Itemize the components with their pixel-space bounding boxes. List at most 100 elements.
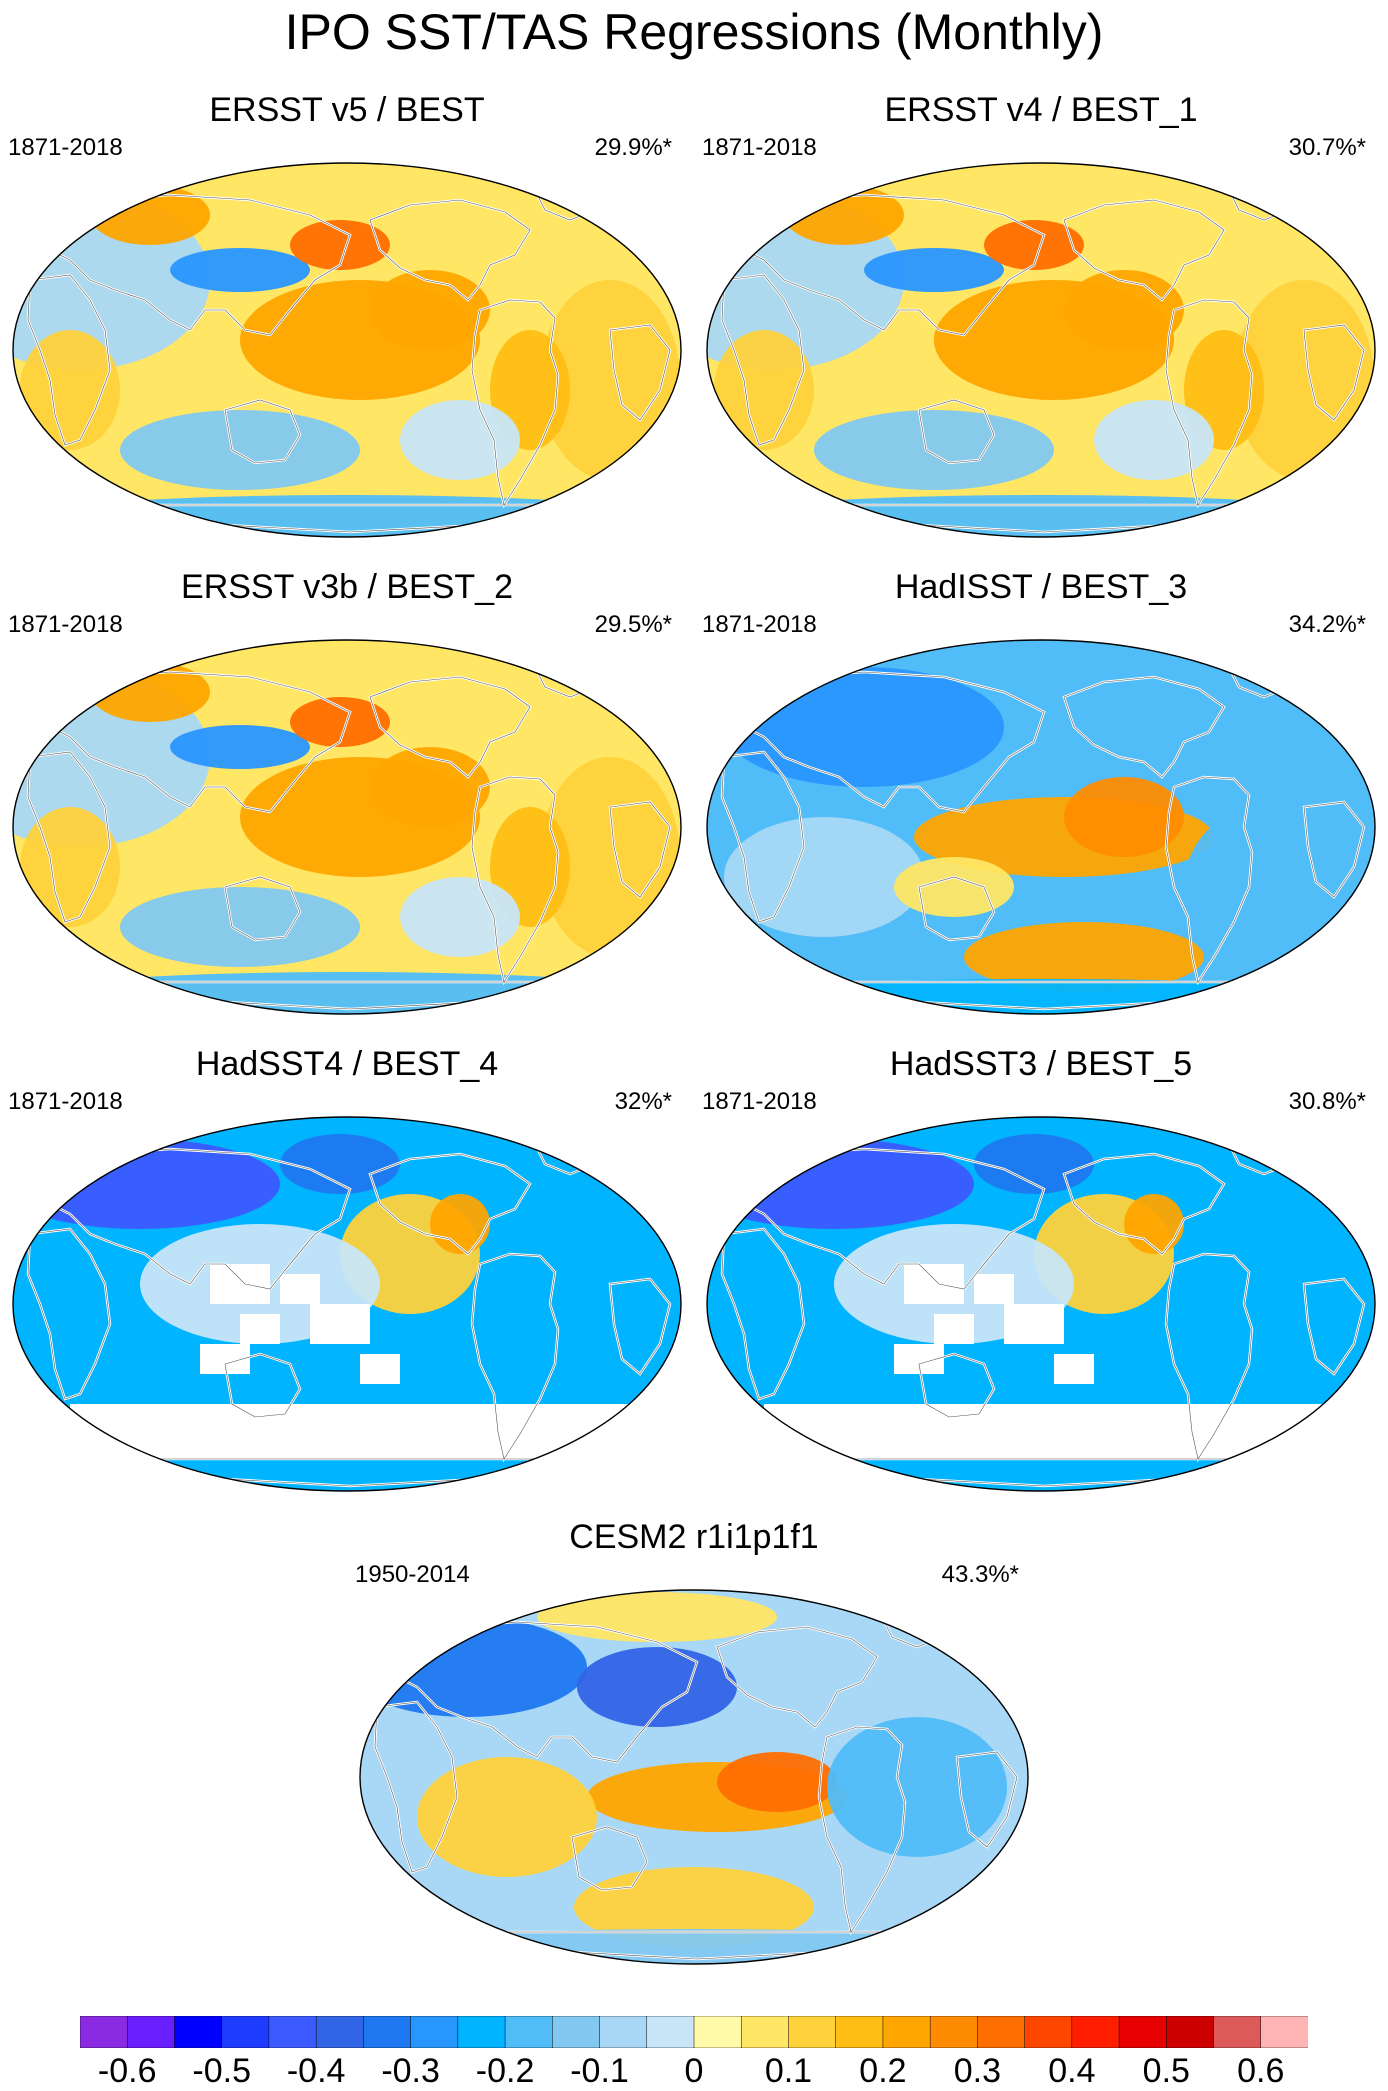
anomaly-region bbox=[430, 1194, 490, 1254]
colorbar-swatch bbox=[126, 2016, 176, 2048]
anomaly-region bbox=[1064, 777, 1184, 857]
anomaly-region bbox=[400, 400, 520, 480]
anomaly-region bbox=[707, 1456, 1375, 1491]
colorbar-swatch bbox=[1024, 2016, 1073, 2048]
anomaly-region bbox=[90, 185, 210, 245]
colorbar-swatch bbox=[552, 2016, 601, 2048]
missing-data-region bbox=[240, 1314, 280, 1344]
anomaly-region bbox=[1184, 807, 1344, 967]
regression-map bbox=[706, 639, 1376, 1015]
colorbar-tick-label: 0.3 bbox=[953, 2052, 1002, 2090]
colorbar-swatch bbox=[740, 2016, 790, 2048]
regression-map bbox=[12, 639, 682, 1015]
variance-label: 29.5%* bbox=[594, 611, 672, 638]
anomaly-region bbox=[707, 979, 1375, 1014]
period-label: 1871-2018 bbox=[702, 611, 817, 638]
colorbar-swatch bbox=[599, 2016, 648, 2048]
colorbar-tick-label: -0.5 bbox=[192, 2052, 251, 2090]
colorbar-tick-label: -0.2 bbox=[475, 2052, 535, 2090]
anomaly-region bbox=[894, 857, 1014, 917]
anomaly-region bbox=[714, 330, 814, 450]
panel-title: CESM2 r1i1p1f1 bbox=[569, 1518, 819, 1556]
anomaly-region bbox=[577, 1647, 737, 1727]
period-label: 1871-2018 bbox=[8, 134, 123, 161]
coastline bbox=[1165, 299, 1253, 506]
anomaly-region bbox=[724, 817, 924, 937]
anomaly-region bbox=[360, 1929, 1028, 1964]
variance-label: 29.9%* bbox=[594, 134, 672, 161]
anomaly-region bbox=[864, 248, 1004, 292]
anomaly-region bbox=[120, 410, 360, 490]
colorbar-swatch bbox=[315, 2016, 365, 2048]
panel-title: HadISST / BEST_3 bbox=[894, 568, 1188, 606]
colorbar-tick-label: 0 bbox=[684, 2052, 704, 2090]
colorbar-swatch bbox=[835, 2016, 884, 2048]
coastline bbox=[39, 671, 351, 813]
coastline bbox=[721, 1228, 805, 1400]
variance-label: 30.8%* bbox=[1288, 1088, 1366, 1115]
anomaly-region bbox=[1184, 1254, 1344, 1434]
coastline bbox=[733, 194, 1045, 336]
anomaly-region bbox=[370, 747, 490, 827]
colorbar-tick-label: 0.4 bbox=[1048, 2052, 1096, 2090]
anomaly-region bbox=[974, 1134, 1094, 1194]
coastline bbox=[1165, 1253, 1253, 1460]
panel-title: HadSST4 / BEST_4 bbox=[195, 1045, 499, 1083]
anomaly-region bbox=[1234, 280, 1374, 480]
coastline bbox=[1303, 324, 1365, 421]
period-label: 1871-2018 bbox=[702, 134, 817, 161]
figure-title: IPO SST/TAS Regressions (Monthly) bbox=[284, 4, 1104, 60]
anomaly-region bbox=[90, 662, 210, 722]
map-border bbox=[12, 1116, 682, 1492]
anomaly-region bbox=[707, 495, 1375, 537]
colorbar-tick-label: 0.5 bbox=[1142, 2052, 1190, 2090]
map-border bbox=[706, 1116, 1376, 1492]
anomaly-region bbox=[724, 667, 1004, 787]
missing-data-region bbox=[974, 1274, 1014, 1304]
period-label: 1871-2018 bbox=[702, 1088, 817, 1115]
missing-data-region bbox=[1004, 1304, 1064, 1344]
anomaly-region bbox=[20, 807, 120, 927]
regression-map bbox=[706, 1116, 1376, 1492]
colorbar-tick-label: -0.6 bbox=[97, 2052, 157, 2090]
colorbar-tick-label: -0.4 bbox=[286, 2052, 346, 2090]
coastline bbox=[918, 876, 995, 941]
colorbar-swatch bbox=[80, 2016, 128, 2048]
coastline bbox=[386, 1621, 698, 1763]
map-border bbox=[12, 162, 682, 538]
panel-ersst-v4: ERSST v4 / BEST_1 1871-2018 30.7%* bbox=[694, 78, 1388, 548]
variance-label: 32%* bbox=[614, 1088, 672, 1115]
missing-data-region bbox=[210, 1264, 270, 1304]
coastline bbox=[1063, 1153, 1225, 1255]
coastline bbox=[1303, 1278, 1365, 1375]
anomaly-region bbox=[417, 1757, 597, 1877]
coastline bbox=[1303, 801, 1365, 898]
coastline bbox=[374, 1701, 458, 1873]
period-label: 1871-2018 bbox=[8, 611, 123, 638]
coastline bbox=[609, 801, 671, 898]
coastline bbox=[27, 751, 111, 923]
anomaly-region bbox=[360, 1617, 587, 1717]
anomaly-region bbox=[290, 697, 390, 747]
coastline bbox=[39, 1148, 351, 1290]
anomaly-region bbox=[827, 1717, 1007, 1857]
panel-hadsst4: HadSST4 / BEST_4 1871-2018 32%* bbox=[0, 1032, 694, 1502]
coastline bbox=[471, 776, 559, 983]
anomaly-region bbox=[120, 887, 360, 967]
coastline bbox=[224, 1353, 301, 1418]
map-border bbox=[359, 1589, 1029, 1965]
coastline bbox=[1063, 676, 1225, 778]
coastline bbox=[609, 1278, 671, 1375]
coastline bbox=[369, 199, 531, 301]
coastline bbox=[956, 1751, 1018, 1848]
anomaly-region bbox=[984, 220, 1084, 270]
colorbar-tick-label: 0.6 bbox=[1237, 2052, 1285, 2090]
coastline bbox=[471, 1253, 559, 1460]
colorbar-swatch bbox=[1260, 2016, 1308, 2048]
colorbar-swatch bbox=[221, 2016, 270, 2048]
anomaly-region bbox=[540, 757, 680, 957]
panel-title: ERSST v4 / BEST_1 bbox=[884, 91, 1198, 129]
anomaly-region bbox=[490, 1254, 650, 1434]
panel-hadisst: HadISST / BEST_3 1871-2018 34.2%* bbox=[694, 555, 1388, 1025]
colorbar-swatch bbox=[504, 2016, 554, 2048]
